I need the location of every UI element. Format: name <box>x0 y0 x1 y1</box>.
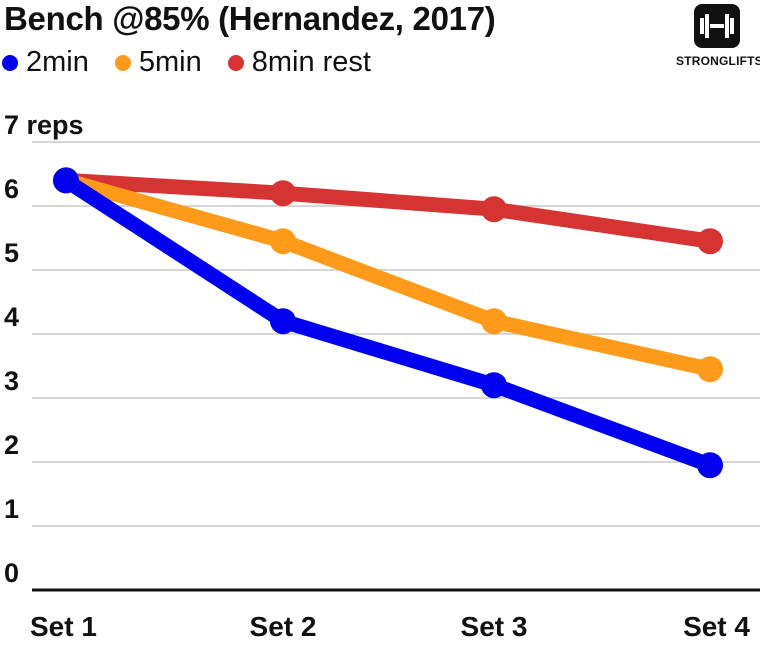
legend-item-2min: 2min <box>2 46 89 79</box>
data-point-5min <box>270 228 296 255</box>
legend-swatch-5min <box>114 54 131 71</box>
stronglifts-logo: STRONGLIFTS <box>676 4 760 70</box>
legend: 2min 5min 8min rest <box>2 46 371 79</box>
series-line-8min-rest <box>58 172 718 249</box>
legend-label-8min: 8min rest <box>251 46 371 78</box>
y-tick-label: 0 <box>4 558 19 588</box>
legend-swatch-8min <box>227 54 244 71</box>
x-tick-label: Set 4 <box>683 611 750 642</box>
barbell-icon <box>694 4 740 48</box>
y-tick-label: 7 reps <box>4 110 84 140</box>
y-tick-label: 1 <box>4 494 19 524</box>
x-tick-label: Set 3 <box>461 611 528 642</box>
y-tick-label: 2 <box>4 430 19 460</box>
series-line-2min <box>58 172 718 473</box>
y-tick-label: 6 <box>4 174 19 204</box>
legend-label-2min: 2min <box>26 46 89 78</box>
legend-label-5min: 5min <box>138 46 202 78</box>
y-tick-label: 5 <box>4 238 19 268</box>
legend-item-5min: 5min <box>114 46 202 79</box>
data-point-8min-rest <box>481 196 507 223</box>
series-line-5min <box>58 172 718 377</box>
logo-text: STRONGLIFTS <box>676 54 760 68</box>
data-point-5min <box>481 308 507 335</box>
data-point-8min-rest <box>270 180 296 207</box>
y-tick-label: 3 <box>4 366 19 396</box>
x-tick-label: Set 2 <box>250 611 317 642</box>
data-point-2min <box>270 308 296 335</box>
chart-title: Bench @85% (Hernandez, 2017) <box>4 0 496 37</box>
legend-swatch-2min <box>2 54 18 71</box>
data-point-5min <box>697 356 723 383</box>
data-point-2min <box>53 167 79 194</box>
y-tick-label: 4 <box>4 302 19 332</box>
data-point-2min <box>481 372 507 399</box>
x-tick-label: Set 1 <box>30 611 97 642</box>
legend-item-8min: 8min rest <box>227 46 371 79</box>
data-point-2min <box>697 452 723 479</box>
data-point-8min-rest <box>697 228 723 255</box>
